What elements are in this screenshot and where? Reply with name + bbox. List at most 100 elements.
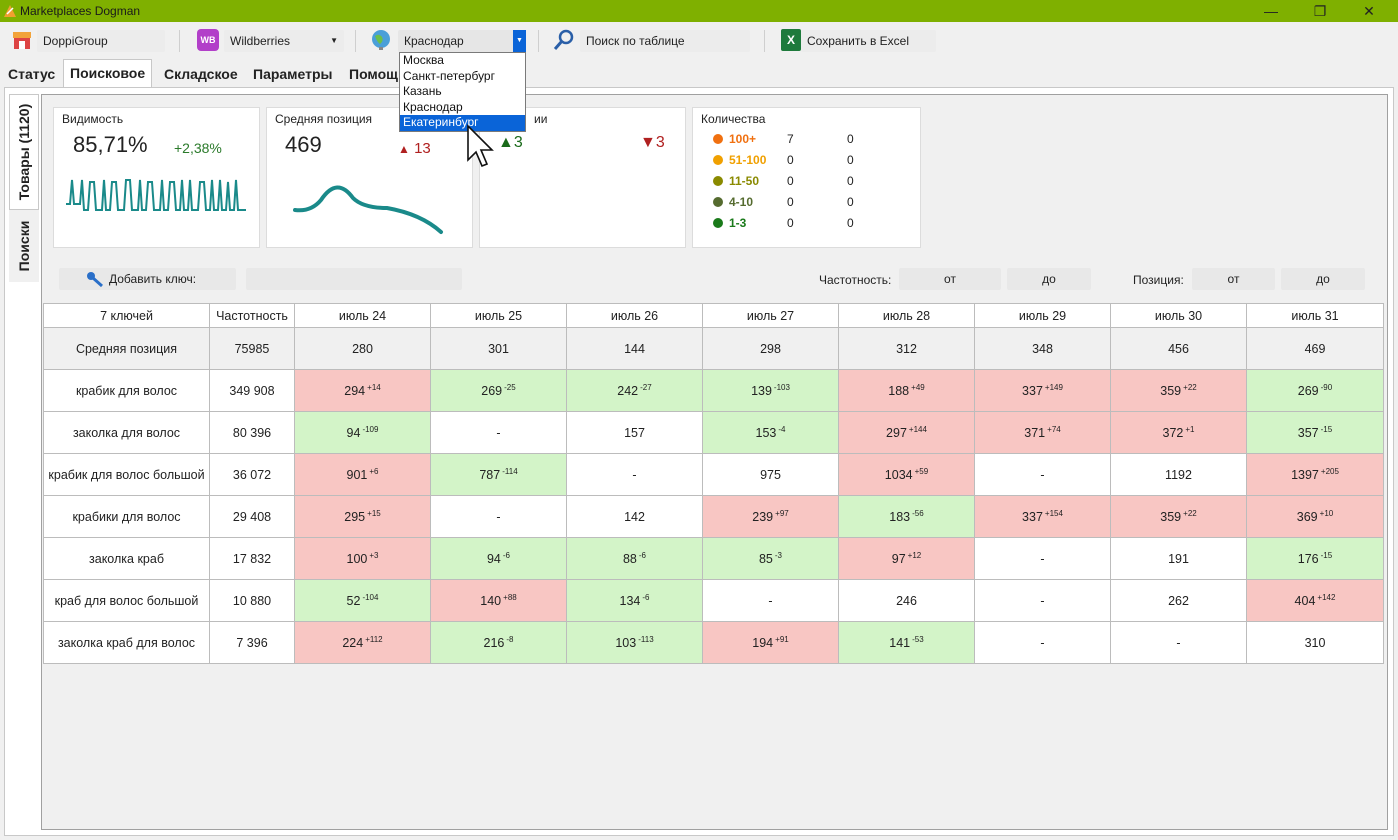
position-cell[interactable]: 371 +74 — [974, 411, 1111, 454]
position-cell[interactable]: - — [974, 453, 1111, 496]
position-cell[interactable]: 1192 — [1110, 453, 1247, 496]
keyword-cell[interactable]: заколка краб — [43, 537, 210, 580]
position-cell[interactable]: 337 +149 — [974, 369, 1111, 412]
table-cell[interactable]: 298 — [702, 327, 839, 370]
table-cell[interactable]: 456 — [1110, 327, 1247, 370]
position-cell[interactable]: 157 — [566, 411, 703, 454]
tab-parameters[interactable]: Параметры — [253, 66, 333, 82]
keyword-cell[interactable]: заколка для волос — [43, 411, 210, 454]
frequency-cell[interactable]: 10 880 — [209, 579, 295, 622]
position-cell[interactable]: 153 -4 — [702, 411, 839, 454]
frequency-from-input[interactable]: от — [899, 268, 1001, 290]
position-cell[interactable]: 1397 +205 — [1246, 453, 1384, 496]
position-cell[interactable]: 1034 +59 — [838, 453, 975, 496]
position-cell[interactable]: 787 -114 — [430, 453, 567, 496]
table-cell[interactable]: Средняя позиция — [43, 327, 210, 370]
position-cell[interactable]: - — [974, 579, 1111, 622]
table-cell[interactable]: 301 — [430, 327, 567, 370]
position-cell[interactable]: 139 -103 — [702, 369, 839, 412]
position-cell[interactable]: 103 -113 — [566, 621, 703, 664]
column-header[interactable]: июль 30 — [1110, 303, 1247, 328]
position-cell[interactable]: 297 +144 — [838, 411, 975, 454]
position-cell[interactable]: 975 — [702, 453, 839, 496]
column-header[interactable]: июль 27 — [702, 303, 839, 328]
position-cell[interactable]: 141 -53 — [838, 621, 975, 664]
position-cell[interactable]: - — [974, 621, 1111, 664]
column-header[interactable]: июль 31 — [1246, 303, 1384, 328]
position-cell[interactable]: 176 -15 — [1246, 537, 1384, 580]
company-select[interactable]: DoppiGroup — [37, 30, 165, 52]
keyword-cell[interactable]: крабики для волос — [43, 495, 210, 538]
position-cell[interactable]: 52 -104 — [294, 579, 431, 622]
position-cell[interactable]: 88 -6 — [566, 537, 703, 580]
frequency-cell[interactable]: 29 408 — [209, 495, 295, 538]
keyword-cell[interactable]: краб для волос большой — [43, 579, 210, 622]
table-cell[interactable]: 469 — [1246, 327, 1384, 370]
column-header[interactable]: июль 26 — [566, 303, 703, 328]
position-cell[interactable]: 94 -6 — [430, 537, 567, 580]
position-cell[interactable]: 194 +91 — [702, 621, 839, 664]
maximize-button[interactable]: ❐ — [1313, 3, 1327, 19]
keyword-cell[interactable]: крабик для волос — [43, 369, 210, 412]
position-cell[interactable]: 239 +97 — [702, 495, 839, 538]
position-cell[interactable]: 100 +3 — [294, 537, 431, 580]
marketplace-select[interactable]: Wildberries ▼ — [224, 30, 344, 52]
position-cell[interactable]: - — [974, 537, 1111, 580]
tab-search[interactable]: Поисковое — [63, 59, 153, 87]
city-option[interactable]: Санкт-петербург — [403, 68, 495, 83]
position-cell[interactable]: 310 — [1246, 621, 1384, 664]
close-button[interactable]: ✕ — [1363, 3, 1375, 19]
column-header[interactable]: Частотность — [209, 303, 295, 328]
city-option[interactable]: Екатеринбург — [400, 115, 525, 131]
side-tab-searches[interactable]: Поиски — [9, 210, 39, 282]
position-cell[interactable]: 140 +88 — [430, 579, 567, 622]
city-option[interactable]: Москва — [403, 53, 444, 67]
frequency-cell[interactable]: 80 396 — [209, 411, 295, 454]
position-cell[interactable]: 269 -90 — [1246, 369, 1384, 412]
position-cell[interactable]: 404 +142 — [1246, 579, 1384, 622]
position-cell[interactable]: 216 -8 — [430, 621, 567, 664]
position-cell[interactable]: 359 +22 — [1110, 369, 1247, 412]
position-cell[interactable]: 246 — [838, 579, 975, 622]
city-option[interactable]: Казань — [403, 84, 442, 98]
tab-status[interactable]: Статус — [8, 66, 56, 82]
frequency-cell[interactable]: 349 908 — [209, 369, 295, 412]
keyword-cell[interactable]: крабик для волос большой — [43, 453, 210, 496]
position-cell[interactable]: 359 +22 — [1110, 495, 1247, 538]
city-select[interactable]: Краснодар ▼ — [398, 30, 526, 52]
table-cell[interactable]: 312 — [838, 327, 975, 370]
position-cell[interactable]: 94 -109 — [294, 411, 431, 454]
minimize-button[interactable]: — — [1264, 3, 1278, 19]
table-cell[interactable]: 144 — [566, 327, 703, 370]
add-key-button[interactable]: Добавить ключ: — [59, 268, 236, 290]
keyword-cell[interactable]: заколка краб для волос — [43, 621, 210, 664]
position-cell[interactable]: 901 +6 — [294, 453, 431, 496]
position-cell[interactable]: 85 -3 — [702, 537, 839, 580]
position-cell[interactable]: 97 +12 — [838, 537, 975, 580]
tab-help[interactable]: Помощ — [349, 66, 398, 82]
position-cell[interactable]: 142 — [566, 495, 703, 538]
frequency-cell[interactable]: 7 396 — [209, 621, 295, 664]
position-from-input[interactable]: от — [1192, 268, 1275, 290]
table-cell[interactable]: 75985 — [209, 327, 295, 370]
position-cell[interactable]: - — [702, 579, 839, 622]
position-cell[interactable]: 134 -6 — [566, 579, 703, 622]
position-cell[interactable]: 294 +14 — [294, 369, 431, 412]
position-cell[interactable]: 337 +154 — [974, 495, 1111, 538]
side-tab-products[interactable]: Товары (1120) — [9, 94, 39, 210]
column-header[interactable]: 7 ключей — [43, 303, 210, 328]
position-cell[interactable]: 183 -56 — [838, 495, 975, 538]
position-to-input[interactable]: до — [1281, 268, 1365, 290]
position-cell[interactable]: - — [566, 453, 703, 496]
table-search-input[interactable]: Поиск по таблице — [580, 30, 750, 52]
column-header[interactable]: июль 28 — [838, 303, 975, 328]
position-cell[interactable]: 262 — [1110, 579, 1247, 622]
add-key-input[interactable] — [246, 268, 462, 290]
position-cell[interactable]: 191 — [1110, 537, 1247, 580]
table-cell[interactable]: 280 — [294, 327, 431, 370]
position-cell[interactable]: - — [430, 495, 567, 538]
position-cell[interactable]: 269 -25 — [430, 369, 567, 412]
chevron-down-icon[interactable]: ▼ — [513, 30, 526, 52]
position-cell[interactable]: 188 +49 — [838, 369, 975, 412]
column-header[interactable]: июль 25 — [430, 303, 567, 328]
